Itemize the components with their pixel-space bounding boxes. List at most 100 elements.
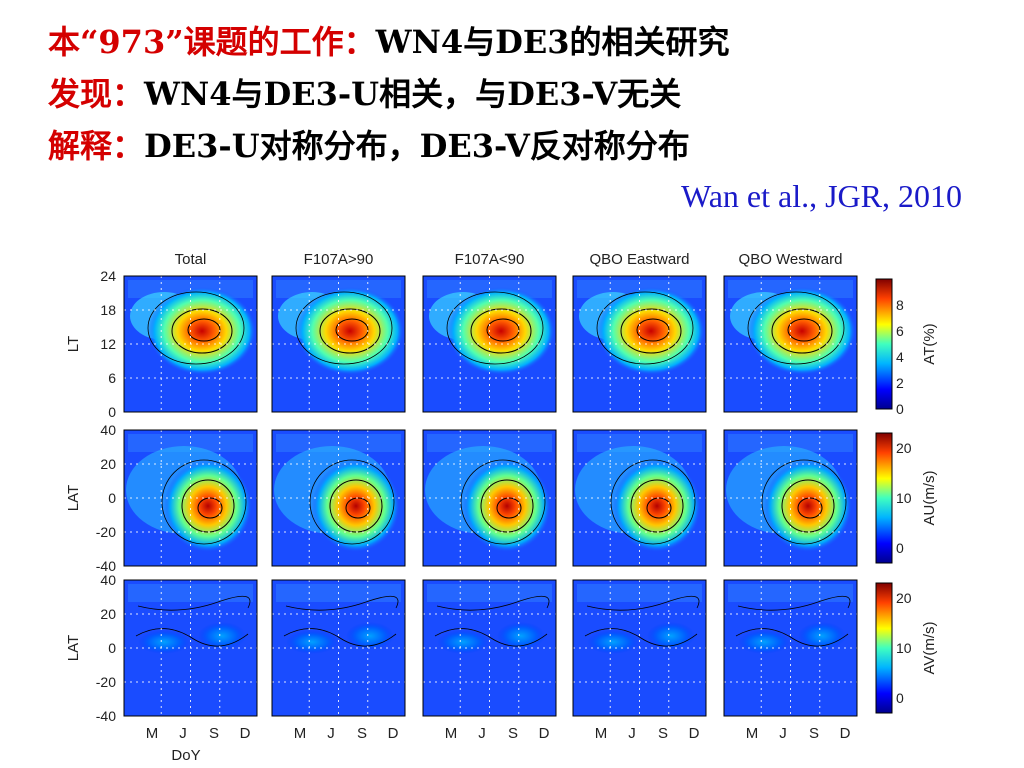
- title-line-2: 发现：WN4与DE3-U相关，与DE3-V无关: [48, 74, 681, 114]
- panel-contour: [470, 308, 532, 354]
- panel-hotspot: [764, 460, 852, 552]
- title-line-2-text: WN4与DE3-U相关，与DE3-V无关: [144, 75, 682, 113]
- y-tick-label: 0: [108, 490, 116, 506]
- panel-hotspot: [447, 287, 555, 375]
- y-tick-label: 18: [100, 302, 116, 318]
- x-tick-label: S: [658, 725, 668, 742]
- colorbar: [875, 582, 893, 714]
- x-tick-label: D: [840, 725, 851, 742]
- panel-contour: [295, 291, 393, 365]
- panel-feature: [497, 622, 545, 650]
- title-line-3-label: 解释：: [48, 127, 145, 165]
- title-line-1-label: 本“973”课题的工作：: [48, 23, 376, 61]
- y-tick-label: 40: [100, 572, 116, 588]
- column-title: QBO Westward: [739, 251, 843, 268]
- y-tick-label: -20: [96, 674, 116, 690]
- colorbar-label: AV(m/s): [921, 621, 938, 674]
- x-tick-label: S: [357, 725, 367, 742]
- y-tick-label: 40: [100, 422, 116, 438]
- panel-contour: [620, 308, 682, 354]
- colorbar-tick-label: 0: [896, 690, 904, 706]
- colorbar-tick-label: 20: [896, 590, 912, 606]
- colorbar-tick-label: 4: [896, 349, 904, 365]
- panel-contour: [610, 459, 696, 545]
- x-tick-label: M: [445, 725, 458, 742]
- column-title: QBO Eastward: [589, 251, 689, 268]
- title-line-3-text: DE3-U对称分布，DE3-V反对称分布: [144, 127, 690, 165]
- panel-contour: [161, 459, 247, 545]
- row-ylabel: LT: [65, 336, 82, 352]
- colorbar-label: AU(m/s): [921, 471, 938, 526]
- panel-hotspot: [613, 460, 701, 552]
- title-line-2-label: 发现：: [48, 75, 145, 113]
- panel-contour: [771, 308, 833, 354]
- x-tick-label: J: [179, 725, 187, 742]
- panel-contour: [285, 595, 399, 611]
- panel-feature: [647, 622, 695, 650]
- panel-frame: [723, 429, 858, 567]
- panel-hotspot: [463, 460, 551, 552]
- panel-contour: [434, 628, 548, 647]
- colorbar-label: AT(%): [921, 323, 938, 364]
- x-tick-label: M: [746, 725, 759, 742]
- y-tick-label: -20: [96, 524, 116, 540]
- x-tick-label: D: [388, 725, 399, 742]
- panel-feature: [587, 630, 639, 654]
- column-title: F107A>90: [304, 251, 374, 268]
- panel-frame: [123, 275, 258, 413]
- panel-hotspot: [312, 460, 400, 552]
- panel-feature: [138, 630, 190, 654]
- panel-contour: [460, 459, 546, 545]
- panel-contour: [319, 308, 381, 354]
- x-tick-label: D: [539, 725, 550, 742]
- panel-contour: [436, 595, 550, 611]
- x-tick-label: J: [628, 725, 636, 742]
- x-tick-label: S: [809, 725, 819, 742]
- panel-feature: [437, 630, 489, 654]
- panel-feature: [798, 622, 846, 650]
- panel-hotspot: [597, 287, 705, 375]
- panel-frame: [422, 429, 557, 567]
- title-line-1: 本“973”课题的工作：WN4与DE3的相关研究: [48, 22, 730, 62]
- title-line-3: 解释：DE3-U对称分布，DE3-V反对称分布: [48, 126, 690, 166]
- panel-contour: [596, 291, 694, 365]
- panel-contour: [761, 459, 847, 545]
- colorbar-tick-label: 20: [896, 440, 912, 456]
- panel-contour: [586, 595, 700, 611]
- panel-contour: [737, 595, 851, 611]
- panel-frame: [271, 579, 406, 717]
- panel-frame: [572, 275, 707, 413]
- panel-hotspot: [164, 460, 252, 552]
- colorbar-tick-label: 2: [896, 375, 904, 391]
- contour-panel-figure: Total F107A>90 F107A<90 QBO Eastward QBO Wes…: [65, 251, 938, 764]
- x-tick-label: J: [478, 725, 486, 742]
- column-title: Total: [175, 251, 207, 268]
- panel-hotspot: [748, 287, 856, 375]
- y-tick-label: 0: [108, 404, 116, 420]
- panel-frame: [271, 429, 406, 567]
- x-tick-label: M: [146, 725, 159, 742]
- x-tick-label: D: [240, 725, 251, 742]
- x-tick-label: M: [294, 725, 307, 742]
- panel-frame: [422, 579, 557, 717]
- title-line-1-text: WN4与DE3的相关研究: [375, 23, 730, 61]
- y-tick-label: 20: [100, 606, 116, 622]
- colorbar: [875, 432, 893, 564]
- y-tick-label: -40: [96, 708, 116, 724]
- panel-frame: [572, 429, 707, 567]
- panel-contour: [309, 459, 395, 545]
- x-tick-label: D: [689, 725, 700, 742]
- colorbar-tick-label: 0: [896, 540, 904, 556]
- panel-contour: [283, 628, 397, 647]
- row-ylabel: LAT: [65, 485, 82, 511]
- panel-frame: [123, 429, 258, 567]
- row-ylabel: LAT: [65, 635, 82, 661]
- colorbar-tick-label: 10: [896, 640, 912, 656]
- x-tick-label: J: [327, 725, 335, 742]
- x-tick-label: J: [779, 725, 787, 742]
- panel-contour: [446, 291, 544, 365]
- panel-frame: [723, 579, 858, 717]
- column-title: F107A<90: [455, 251, 525, 268]
- panel-frame: [572, 579, 707, 717]
- colorbar-tick-label: 0: [896, 401, 904, 417]
